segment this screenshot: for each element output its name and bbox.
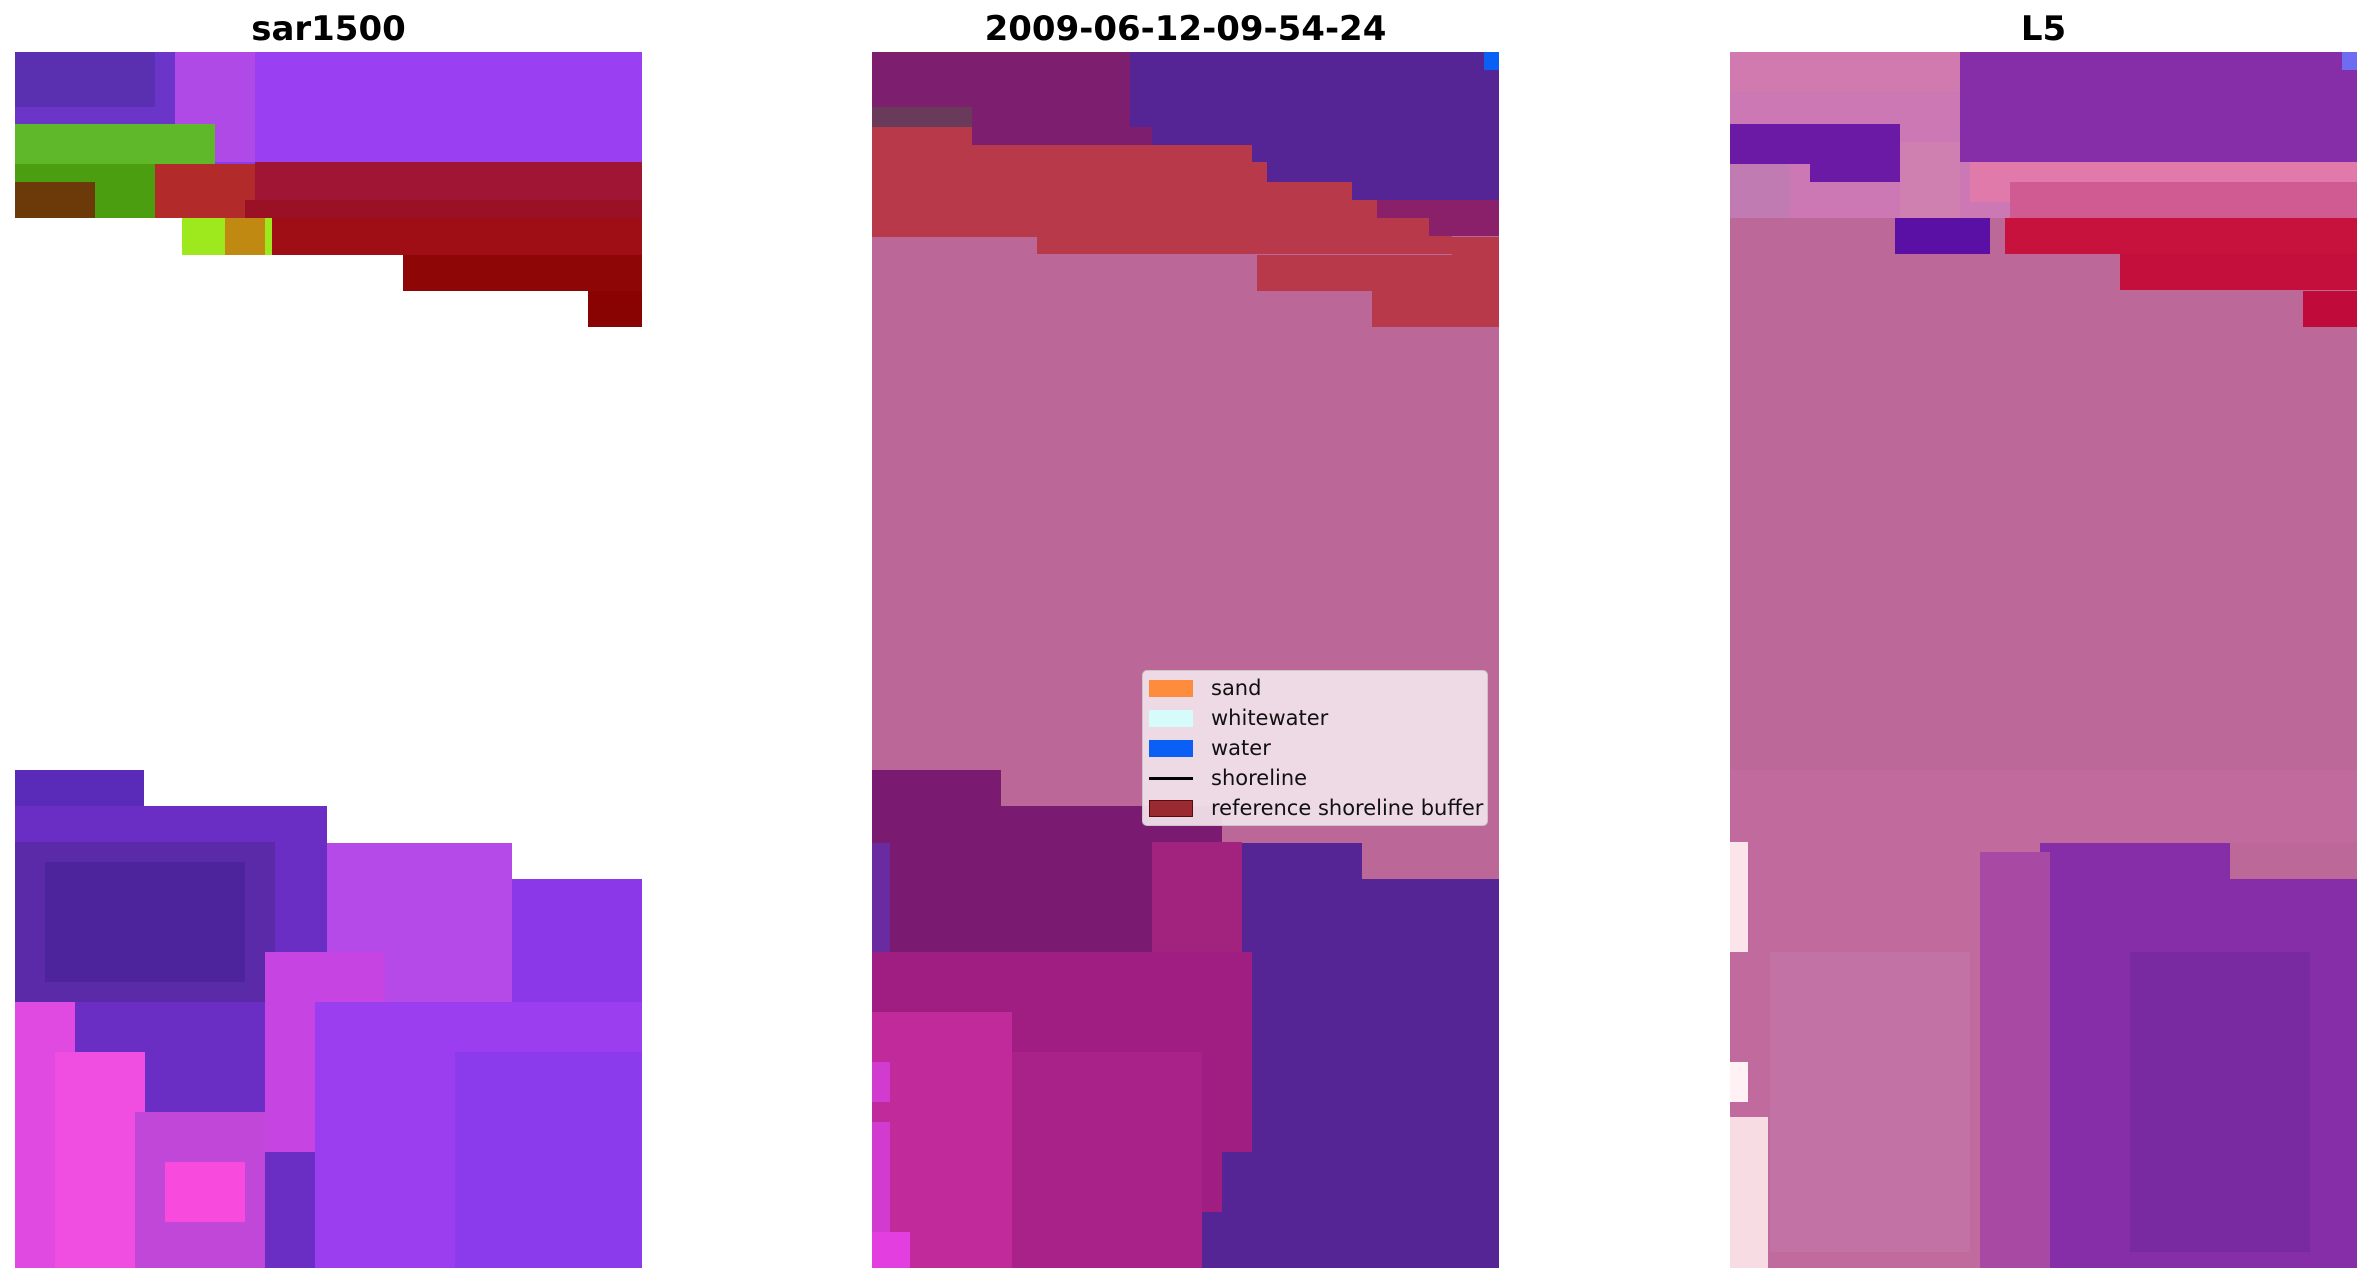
l5-image-panel [1730,52,2357,1268]
legend-label: shoreline [1211,766,1308,790]
shoreline-line-icon [1149,776,1193,780]
legend: sand whitewater water shoreline referenc… [1142,670,1488,826]
water-swatch-icon [1149,739,1193,757]
whitewater-swatch-icon [1149,709,1193,727]
classified-image [872,52,1499,1268]
panel-title-date: 2009-06-12-09-54-24 [984,9,1387,49]
legend-item-shoreline: shoreline [1149,763,1307,793]
legend-label: reference shoreline buffer [1211,796,1484,820]
sar1500-image [15,52,642,1268]
sar1500-image-panel [15,52,642,1268]
legend-label: water [1211,736,1271,760]
legend-item-reference-shoreline-buffer: reference shoreline buffer [1149,793,1483,823]
panel-title-l5: L5 [2020,9,2067,49]
l5-image [1730,52,2357,1268]
legend-label: whitewater [1211,706,1329,730]
classified-image-panel [872,52,1499,1268]
legend-item-sand: sand [1149,673,1261,703]
legend-label: sand [1211,676,1262,700]
buffer-swatch-icon [1149,799,1193,817]
legend-item-whitewater: whitewater [1149,703,1328,733]
sand-swatch-icon [1149,679,1193,697]
panel-title-sar1500: sar1500 [251,9,406,49]
legend-item-water: water [1149,733,1271,763]
